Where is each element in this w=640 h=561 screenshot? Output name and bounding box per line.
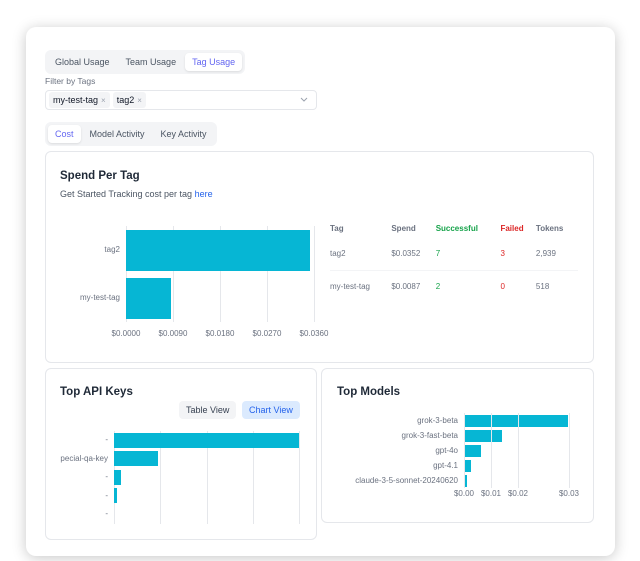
- top-models-chart: grok-3-beta grok-3-fast-beta gpt-4o gpt-4.1…: [322, 369, 595, 524]
- filter-label: Filter by Tags: [45, 76, 96, 86]
- tab-key-activity[interactable]: Key Activity: [160, 129, 207, 139]
- gridline: [491, 413, 492, 488]
- cell: 7: [435, 249, 441, 259]
- cell: 2: [435, 281, 441, 291]
- card-title: Top API Keys: [60, 386, 133, 398]
- x-tick-label: $0.02: [507, 489, 529, 498]
- tab-global-usage[interactable]: Global Usage: [55, 57, 110, 67]
- gridline: [518, 413, 519, 488]
- cell: tag2: [330, 249, 346, 259]
- col-tokens: Tokens: [535, 223, 564, 233]
- tag-chip: tag2 ×: [112, 92, 146, 108]
- remove-icon[interactable]: ×: [137, 95, 142, 105]
- cell: 0: [500, 281, 505, 291]
- bar: [464, 414, 569, 427]
- bar: [464, 459, 472, 472]
- y-tick-label: -: [105, 472, 108, 482]
- top-models-card: Top Models grok-3-beta grok-3-fast-beta gp…: [321, 368, 594, 523]
- gridline: [206, 431, 208, 524]
- spend-per-tag-card: Spend Per Tag Get Started Tracking cost …: [45, 151, 594, 363]
- chart-view-button[interactable]: Chart View: [242, 401, 300, 419]
- x-tick-label: $0.00: [453, 489, 475, 498]
- gridline: [220, 226, 221, 322]
- cell: 2,939: [535, 249, 556, 259]
- x-tick-label: $0.01: [480, 489, 502, 498]
- view-tabs: Cost Model Activity Key Activity: [45, 122, 217, 146]
- remove-icon[interactable]: ×: [101, 95, 106, 105]
- y-tick-label: grok-3-fast-beta: [401, 430, 458, 440]
- tab-model-activity[interactable]: Model Activity: [89, 129, 145, 139]
- cell: $0.0352: [391, 249, 421, 259]
- card-subtitle: Get Started Tracking cost per tag here: [60, 189, 213, 199]
- x-tick-label: $0.0360: [299, 329, 329, 338]
- x-tick-label: $0.0180: [205, 329, 235, 338]
- bar: [114, 451, 159, 467]
- bar: [464, 429, 502, 442]
- y-tick-label: gpt-4o: [435, 445, 458, 455]
- tab-cost[interactable]: Cost: [48, 125, 81, 143]
- col-spend: Spend: [391, 223, 416, 233]
- gridline: [569, 413, 570, 488]
- spend-per-tag-chart: $0.0000 $0.0090 $0.0180 $0.0270 $0.0360 tag2 m…: [46, 152, 329, 364]
- card-title: Top Models: [337, 386, 401, 398]
- y-tick-label: -: [105, 435, 108, 445]
- bar: [464, 444, 482, 457]
- bar: [126, 229, 310, 271]
- y-tick-label: tag2: [104, 245, 120, 254]
- table-header: Tag Spend Successful Failed Tokens: [330, 218, 578, 238]
- cell: 518: [535, 281, 550, 291]
- y-tick-label: pecial-qa-key: [60, 453, 108, 463]
- y-tick-label: claude-3-5-sonnet-20240620: [355, 475, 458, 485]
- bar: [114, 469, 122, 485]
- gridline: [126, 226, 127, 322]
- spend-table: Tag Spend Successful Failed Tokens tag2 …: [330, 218, 578, 302]
- x-tick-label: $0.03: [558, 489, 580, 498]
- table-view-button[interactable]: Table View: [179, 401, 237, 419]
- y-tick-label: my-test-tag: [79, 293, 120, 302]
- y-tick-label: grok-3-beta: [417, 415, 458, 425]
- cell: my-test-tag: [330, 281, 371, 291]
- here-link[interactable]: here: [194, 189, 213, 199]
- tag-chip: my-test-tag ×: [49, 92, 110, 108]
- bar: [126, 277, 172, 319]
- x-tick-label: $0.0090: [158, 329, 188, 338]
- tab-tag-usage[interactable]: Tag Usage: [185, 53, 243, 71]
- top-api-keys-chart: - pecial-qa-key - - -: [46, 369, 316, 539]
- y-tick-label: -: [105, 509, 108, 519]
- col-failed: Failed: [500, 223, 524, 233]
- x-tick-label: $0.0270: [252, 329, 282, 338]
- y-tick-label: -: [105, 490, 108, 500]
- table-row: my-test-tag $0.0087 2 0 518: [330, 270, 578, 302]
- tab-team-usage[interactable]: Team Usage: [125, 57, 177, 67]
- bar: [114, 488, 117, 504]
- gridline: [160, 431, 162, 524]
- col-tag: Tag: [330, 223, 344, 233]
- usage-tabs: Global Usage Team Usage Tag Usage: [45, 50, 246, 74]
- table-row: tag2 $0.0352 7 3 2,939: [330, 238, 578, 270]
- gridline: [314, 226, 315, 322]
- gridline: [252, 431, 254, 524]
- chevron-down-icon[interactable]: [300, 97, 308, 103]
- tag-filter-select[interactable]: my-test-tag × tag2 ×: [45, 90, 317, 110]
- gridline: [173, 226, 174, 322]
- x-tick-label: $0.0000: [111, 329, 141, 338]
- bar: [114, 432, 299, 448]
- y-tick-label: gpt-4.1: [433, 460, 458, 470]
- cell: 3: [500, 249, 505, 259]
- gridline: [464, 413, 465, 488]
- top-api-keys-card: Top API Keys Table View Chart View - peci…: [45, 368, 317, 540]
- cell: $0.0087: [391, 281, 421, 291]
- bar: [464, 474, 467, 487]
- gridline: [267, 226, 268, 322]
- gridline: [299, 431, 300, 524]
- card-title: Spend Per Tag: [60, 170, 140, 182]
- col-successful: Successful: [435, 223, 478, 233]
